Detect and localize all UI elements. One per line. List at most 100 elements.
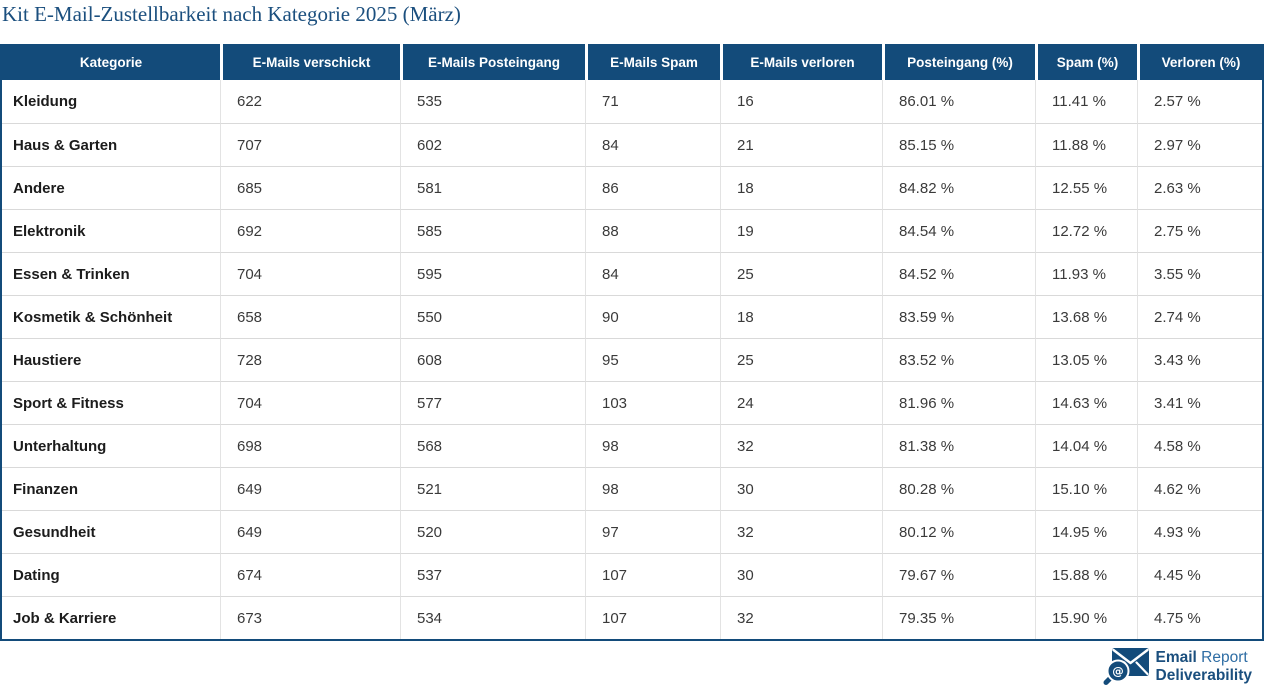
value-cell: 704 bbox=[220, 252, 400, 295]
value-cell: 14.04 % bbox=[1035, 424, 1137, 467]
value-cell: 4.62 % bbox=[1137, 467, 1262, 510]
value-cell: 2.97 % bbox=[1137, 123, 1262, 166]
category-cell: Kosmetik & Schönheit bbox=[2, 295, 220, 338]
value-cell: 11.88 % bbox=[1035, 123, 1137, 166]
brand-email-label: Email bbox=[1155, 648, 1197, 666]
brand-line1: Email Report bbox=[1156, 649, 1253, 667]
value-cell: 674 bbox=[220, 553, 400, 596]
value-cell: 595 bbox=[400, 252, 585, 295]
value-cell: 704 bbox=[220, 381, 400, 424]
value-cell: 649 bbox=[220, 467, 400, 510]
category-cell: Sport & Fitness bbox=[2, 381, 220, 424]
value-cell: 84 bbox=[585, 123, 720, 166]
value-cell: 97 bbox=[585, 510, 720, 553]
value-cell: 90 bbox=[585, 295, 720, 338]
table-body: Kleidung 622 535 71 16 86.01 % 11.41 % 2.57 % Ha… bbox=[2, 80, 1262, 639]
value-cell: 685 bbox=[220, 166, 400, 209]
column-header: Posteingang (%) bbox=[882, 44, 1035, 80]
table-row: Kleidung 622 535 71 16 86.01 % 11.41 % 2.57 % bbox=[2, 80, 1262, 123]
value-cell: 98 bbox=[585, 424, 720, 467]
value-cell: 95 bbox=[585, 338, 720, 381]
value-cell: 86.01 % bbox=[882, 80, 1035, 123]
column-header: E-Mails verloren bbox=[720, 44, 882, 80]
value-cell: 11.41 % bbox=[1035, 80, 1137, 123]
value-cell: 107 bbox=[585, 596, 720, 639]
category-cell: Elektronik bbox=[2, 209, 220, 252]
deliverability-table-container: Kategorie E-Mails verschickt E-Mails Poste… bbox=[0, 44, 1264, 641]
value-cell: 535 bbox=[400, 80, 585, 123]
value-cell: 2.74 % bbox=[1137, 295, 1262, 338]
value-cell: 83.59 % bbox=[882, 295, 1035, 338]
table-row: Haustiere 728 608 95 25 83.52 % 13.05 % 3.43 % bbox=[2, 338, 1262, 381]
value-cell: 568 bbox=[400, 424, 585, 467]
table-row: Job & Karriere 673 534 107 32 79.35 % 15.90 % 4… bbox=[2, 596, 1262, 639]
envelope-magnifier-at-icon: @ bbox=[1103, 648, 1149, 685]
category-cell: Haustiere bbox=[2, 338, 220, 381]
value-cell: 15.88 % bbox=[1035, 553, 1137, 596]
column-header: Kategorie bbox=[2, 44, 220, 80]
table-row: Essen & Trinken 704 595 84 25 84.52 % 11.93 % 3… bbox=[2, 252, 1262, 295]
value-cell: 84.82 % bbox=[882, 166, 1035, 209]
value-cell: 520 bbox=[400, 510, 585, 553]
column-header: E-Mails verschickt bbox=[220, 44, 400, 80]
value-cell: 15.90 % bbox=[1035, 596, 1137, 639]
brand-text: Email Report Deliverability bbox=[1156, 649, 1253, 685]
value-cell: 107 bbox=[585, 553, 720, 596]
value-cell: 13.68 % bbox=[1035, 295, 1137, 338]
value-cell: 658 bbox=[220, 295, 400, 338]
value-cell: 30 bbox=[720, 467, 882, 510]
table-row: Haus & Garten 707 602 84 21 85.15 % 11.88 % 2.9… bbox=[2, 123, 1262, 166]
column-header: E-Mails Posteingang bbox=[400, 44, 585, 80]
value-cell: 86 bbox=[585, 166, 720, 209]
column-header: Verloren (%) bbox=[1137, 44, 1262, 80]
value-cell: 81.96 % bbox=[882, 381, 1035, 424]
category-cell: Kleidung bbox=[2, 80, 220, 123]
svg-text:@: @ bbox=[1112, 664, 1124, 678]
value-cell: 71 bbox=[585, 80, 720, 123]
table-row: Gesundheit 649 520 97 32 80.12 % 14.95 % 4.93 % bbox=[2, 510, 1262, 553]
value-cell: 32 bbox=[720, 510, 882, 553]
value-cell: 18 bbox=[720, 166, 882, 209]
table-header: Kategorie E-Mails verschickt E-Mails Poste… bbox=[2, 44, 1262, 80]
category-cell: Essen & Trinken bbox=[2, 252, 220, 295]
value-cell: 16 bbox=[720, 80, 882, 123]
value-cell: 15.10 % bbox=[1035, 467, 1137, 510]
value-cell: 3.41 % bbox=[1137, 381, 1262, 424]
value-cell: 534 bbox=[400, 596, 585, 639]
value-cell: 24 bbox=[720, 381, 882, 424]
value-cell: 673 bbox=[220, 596, 400, 639]
value-cell: 12.55 % bbox=[1035, 166, 1137, 209]
value-cell: 84.54 % bbox=[882, 209, 1035, 252]
table-row: Sport & Fitness 704 577 103 24 81.96 % 14.63 %… bbox=[2, 381, 1262, 424]
value-cell: 698 bbox=[220, 424, 400, 467]
brand-report-label: Report bbox=[1196, 648, 1248, 666]
value-cell: 79.35 % bbox=[882, 596, 1035, 639]
value-cell: 103 bbox=[585, 381, 720, 424]
value-cell: 80.12 % bbox=[882, 510, 1035, 553]
value-cell: 728 bbox=[220, 338, 400, 381]
deliverability-table: Kategorie E-Mails verschickt E-Mails Poste… bbox=[2, 44, 1262, 639]
value-cell: 550 bbox=[400, 295, 585, 338]
value-cell: 81.38 % bbox=[882, 424, 1035, 467]
value-cell: 3.55 % bbox=[1137, 252, 1262, 295]
value-cell: 18 bbox=[720, 295, 882, 338]
value-cell: 602 bbox=[400, 123, 585, 166]
category-cell: Dating bbox=[2, 553, 220, 596]
table-row: Kosmetik & Schönheit 658 550 90 18 83.59 % 13.… bbox=[2, 295, 1262, 338]
header-row: Kategorie E-Mails verschickt E-Mails Poste… bbox=[2, 44, 1262, 80]
value-cell: 707 bbox=[220, 123, 400, 166]
value-cell: 83.52 % bbox=[882, 338, 1035, 381]
value-cell: 84.52 % bbox=[882, 252, 1035, 295]
category-cell: Andere bbox=[2, 166, 220, 209]
value-cell: 14.95 % bbox=[1035, 510, 1137, 553]
value-cell: 80.28 % bbox=[882, 467, 1035, 510]
category-cell: Haus & Garten bbox=[2, 123, 220, 166]
column-header: E-Mails Spam bbox=[585, 44, 720, 80]
value-cell: 622 bbox=[220, 80, 400, 123]
value-cell: 25 bbox=[720, 252, 882, 295]
value-cell: 98 bbox=[585, 467, 720, 510]
value-cell: 84 bbox=[585, 252, 720, 295]
value-cell: 608 bbox=[400, 338, 585, 381]
value-cell: 4.93 % bbox=[1137, 510, 1262, 553]
table-row: Finanzen 649 521 98 30 80.28 % 15.10 % 4.62 % bbox=[2, 467, 1262, 510]
